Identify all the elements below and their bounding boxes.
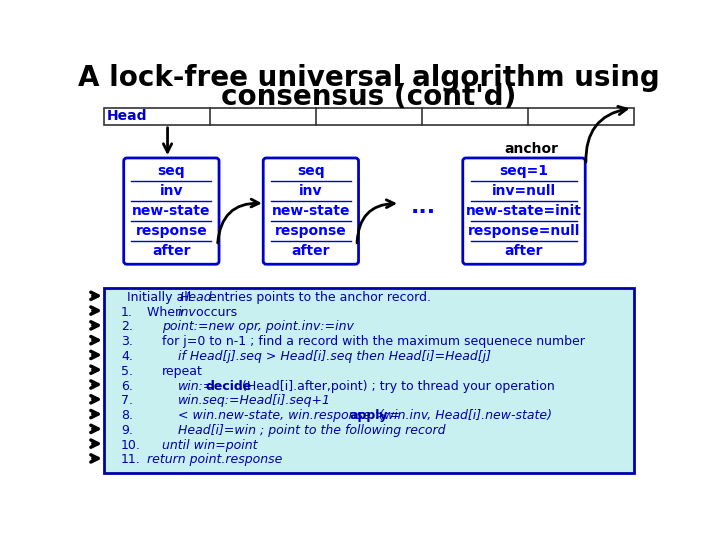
Text: 7.: 7. [121,394,133,407]
Text: for j=0 to n-1 ; find a record with the maximum sequenece number: for j=0 to n-1 ; find a record with the … [162,335,585,348]
Text: response: response [135,224,207,238]
Text: (win.inv, Head[i].new-state): (win.inv, Head[i].new-state) [379,409,552,422]
Text: until win=point: until win=point [162,438,258,451]
Text: ...: ... [410,197,436,217]
Text: response=null: response=null [468,224,580,238]
Text: seq: seq [297,164,325,178]
Text: consensus (cont'd): consensus (cont'd) [221,83,517,111]
Text: 11.: 11. [121,454,140,467]
Text: win.seq:=Head[i].seq+1: win.seq:=Head[i].seq+1 [178,394,330,407]
FancyBboxPatch shape [124,158,219,264]
Text: 2.: 2. [121,320,133,333]
Text: response: response [275,224,347,238]
Text: seq: seq [158,164,185,178]
Text: entries points to the anchor record.: entries points to the anchor record. [205,291,431,304]
Text: 5.: 5. [121,364,133,378]
Text: if Head[j].seq > Head[i].seq then Head[i]=Head[j]: if Head[j].seq > Head[i].seq then Head[i… [178,350,490,363]
Text: A lock-free universal algorithm using: A lock-free universal algorithm using [78,64,660,92]
Text: (Head[i].after,point) ; try to thread your operation: (Head[i].after,point) ; try to thread yo… [242,380,554,393]
Text: apply: apply [350,409,388,422]
Text: Head: Head [180,291,212,304]
Text: 4.: 4. [121,350,133,363]
Text: seq=1: seq=1 [500,164,549,178]
Text: occurs: occurs [192,306,237,319]
Text: < win.new-state, win.response >:=: < win.new-state, win.response >:= [178,409,400,422]
Text: new-state=init: new-state=init [466,204,582,218]
Text: after: after [292,244,330,258]
Text: point:=new opr, point.inv:=inv: point:=new opr, point.inv:=inv [162,320,354,333]
FancyBboxPatch shape [104,288,634,473]
Text: inv: inv [299,184,323,198]
Text: after: after [152,244,191,258]
Text: win:=: win:= [178,380,214,393]
Text: When: When [147,306,186,319]
Text: repeat: repeat [162,364,203,378]
Text: Head[i]=win ; point to the following record: Head[i]=win ; point to the following rec… [178,424,445,437]
Text: new-state: new-state [271,204,350,218]
Text: inv: inv [177,306,197,319]
Text: decide: decide [206,380,252,393]
FancyBboxPatch shape [463,158,585,264]
Text: new-state: new-state [132,204,211,218]
Text: 3.: 3. [121,335,133,348]
Text: after: after [505,244,544,258]
Text: Initially all: Initially all [127,291,195,304]
Text: 10.: 10. [121,438,141,451]
Text: inv: inv [160,184,183,198]
Text: anchor: anchor [505,141,559,156]
Text: return point.response: return point.response [147,454,282,467]
Text: inv=null: inv=null [492,184,556,198]
FancyBboxPatch shape [264,158,359,264]
Text: 9.: 9. [121,424,133,437]
Bar [104,108,634,125]
Text: 6.: 6. [121,380,133,393]
Text: 8.: 8. [121,409,133,422]
Text: 1.: 1. [121,306,133,319]
Text: Head: Head [107,110,147,123]
